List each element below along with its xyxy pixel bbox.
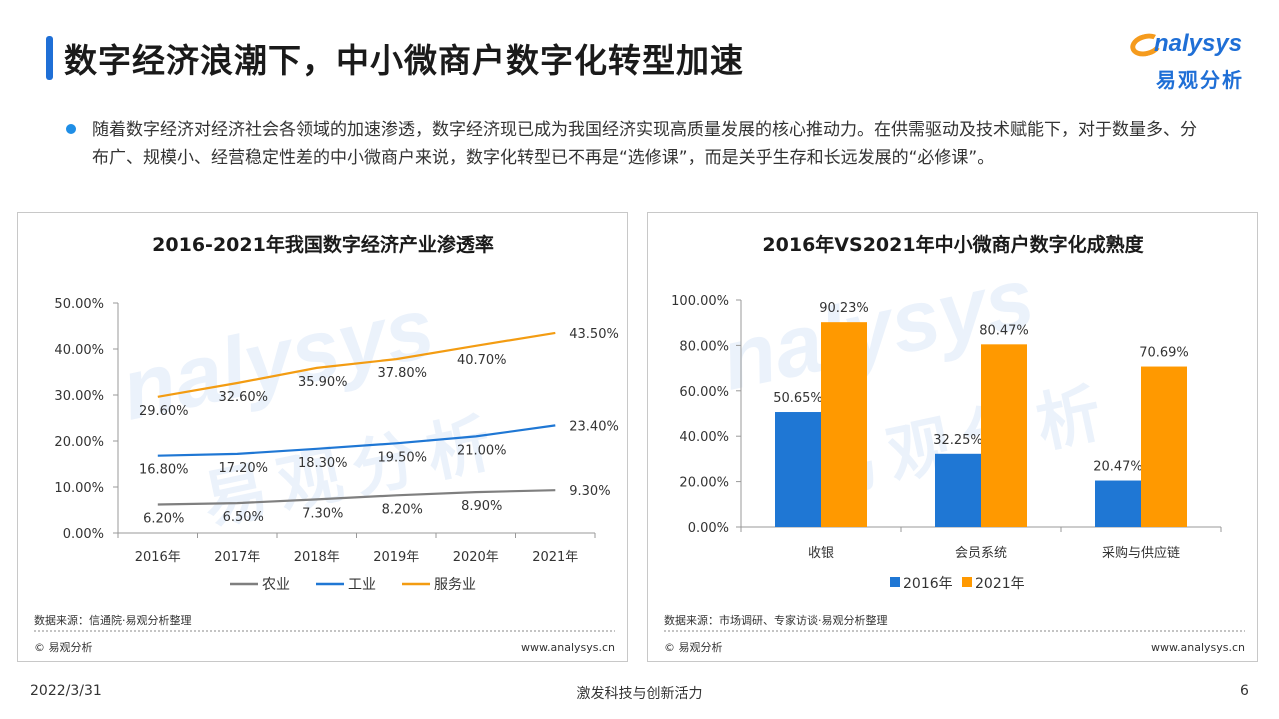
- legend-label: 服务业: [434, 577, 476, 593]
- y-tick-label: 10.00%: [54, 481, 104, 496]
- bar-chart: 2016年VS2021年中小微商户数字化成熟度 0.00% 20.00% 40.00%…: [664, 233, 1245, 654]
- y-tick-label: 0.00%: [63, 527, 104, 542]
- legend-label: 2021年: [975, 576, 1025, 592]
- site-url: www.analysys.cn: [1151, 641, 1245, 654]
- y-tick-label: 20.00%: [54, 435, 104, 450]
- y-tick-label: 0.00%: [688, 521, 729, 536]
- y-tick-label: 40.00%: [679, 430, 729, 445]
- y-tick-label: 50.00%: [54, 297, 104, 312]
- bar-2016年: [1095, 480, 1141, 527]
- data-label: 90.23%: [819, 301, 869, 316]
- data-label: 40.70%: [457, 353, 507, 368]
- chart-title: 2016-2021年我国数字经济产业渗透率: [152, 233, 494, 256]
- data-label: 21.00%: [457, 443, 507, 458]
- y-tick-label: 20.00%: [679, 476, 729, 491]
- bullet-dot-icon: [66, 124, 76, 134]
- analysys-logo: nalysys 易观分析: [1127, 30, 1258, 94]
- legend-swatch: [962, 577, 972, 587]
- legend-label: 工业: [348, 577, 376, 593]
- data-label: 6.20%: [143, 511, 184, 526]
- page-title: 数字经济浪潮下，中小微商户数字化转型加速: [64, 41, 744, 80]
- copyright: © 易观分析: [664, 640, 723, 654]
- data-label: 43.50%: [569, 327, 619, 342]
- series-line-农业: [157, 489, 556, 506]
- title-accent-bar: [46, 36, 53, 80]
- data-source: 数据来源：市场调研、专家访谈·易观分析整理: [664, 613, 888, 627]
- chart-title: 2016年VS2021年中小微商户数字化成熟度: [762, 233, 1144, 256]
- data-label: 32.60%: [218, 390, 268, 405]
- series-line-服务业: [157, 331, 556, 398]
- data-source: 数据来源：信通院·易观分析整理: [34, 613, 192, 627]
- data-label: 8.20%: [382, 502, 423, 517]
- x-tick-label: 2021年: [532, 550, 578, 565]
- data-label: 70.69%: [1139, 346, 1189, 361]
- bar-2021年: [821, 322, 867, 527]
- page-number: 6: [1240, 683, 1249, 699]
- logo-cn: 易观分析: [1156, 68, 1244, 92]
- x-tick-label: 采购与供应链: [1102, 545, 1180, 561]
- data-label: 23.40%: [569, 419, 619, 434]
- x-tick-label: 2018年: [294, 550, 340, 565]
- data-label: 37.80%: [377, 366, 427, 381]
- data-label: 6.50%: [223, 510, 264, 525]
- legend-label: 2016年: [903, 576, 953, 592]
- data-label: 16.80%: [139, 463, 189, 478]
- legend-label: 农业: [262, 577, 290, 593]
- data-label: 35.90%: [298, 375, 348, 390]
- data-label: 17.20%: [218, 461, 268, 476]
- data-label: 50.65%: [773, 391, 823, 406]
- y-tick-label: 80.00%: [679, 339, 729, 354]
- data-label: 18.30%: [298, 456, 348, 471]
- x-tick-label: 会员系统: [955, 546, 1007, 561]
- x-tick-label: 收银: [808, 546, 834, 561]
- data-label: 32.25%: [933, 433, 983, 448]
- data-label: 20.47%: [1093, 460, 1143, 475]
- legend-swatch: [890, 577, 900, 587]
- logo-word: nalysys: [1154, 30, 1243, 57]
- bar-2016年: [775, 412, 821, 527]
- x-tick-label: 2016年: [135, 550, 181, 565]
- y-tick-label: 40.00%: [54, 343, 104, 358]
- x-tick-label: 2019年: [373, 550, 419, 565]
- bar-2021年: [981, 344, 1027, 527]
- y-tick-label: 30.00%: [54, 389, 104, 404]
- data-label: 19.50%: [377, 450, 427, 465]
- series-line-工业: [157, 424, 556, 457]
- data-label: 9.30%: [569, 484, 610, 499]
- bar-2021年: [1141, 366, 1187, 527]
- x-tick-label: 2020年: [453, 550, 499, 565]
- data-label: 7.30%: [302, 506, 343, 521]
- y-tick-label: 100.00%: [671, 294, 729, 309]
- bar-2016年: [935, 453, 981, 527]
- line-chart-panel: 2016-2021年我国数字经济产业渗透率 0.00% 10.00% 20.00% 30…: [17, 212, 628, 662]
- footer-slogan: 激发科技与创新活力: [576, 686, 703, 702]
- bar-chart-panel: 2016年VS2021年中小微商户数字化成熟度 0.00% 20.00% 40.00%…: [647, 212, 1258, 662]
- data-label: 80.47%: [979, 323, 1029, 338]
- y-tick-label: 60.00%: [679, 385, 729, 400]
- copyright: © 易观分析: [34, 640, 93, 654]
- intro-text: 随着数字经济对经济社会各领域的加速渗透，数字经济现已成为我国经济实现高质量发展的…: [92, 120, 1197, 168]
- data-label: 29.60%: [139, 404, 189, 419]
- footer-date: 2022/3/31: [30, 683, 102, 699]
- data-label: 8.90%: [461, 499, 502, 514]
- line-chart: 2016-2021年我国数字经济产业渗透率 0.00% 10.00% 20.00% 30…: [34, 233, 619, 654]
- x-tick-label: 2017年: [214, 550, 260, 565]
- site-url: www.analysys.cn: [521, 641, 615, 654]
